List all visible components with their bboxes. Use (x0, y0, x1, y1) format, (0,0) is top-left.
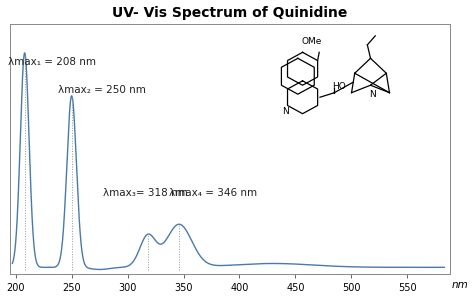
Text: HO: HO (332, 82, 346, 91)
Title: UV- Vis Spectrum of Quinidine: UV- Vis Spectrum of Quinidine (112, 6, 347, 19)
Text: N: N (283, 107, 289, 116)
Text: nm: nm (452, 280, 469, 290)
Text: OMe: OMe (302, 37, 322, 46)
Text: λmax₂ = 250 nm: λmax₂ = 250 nm (58, 85, 146, 95)
Text: λmax₃= 318 nm: λmax₃= 318 nm (103, 188, 188, 198)
Text: λmax₄ = 346 nm: λmax₄ = 346 nm (169, 188, 257, 198)
Text: λmax₁ = 208 nm: λmax₁ = 208 nm (8, 57, 96, 67)
Text: N: N (370, 90, 376, 99)
